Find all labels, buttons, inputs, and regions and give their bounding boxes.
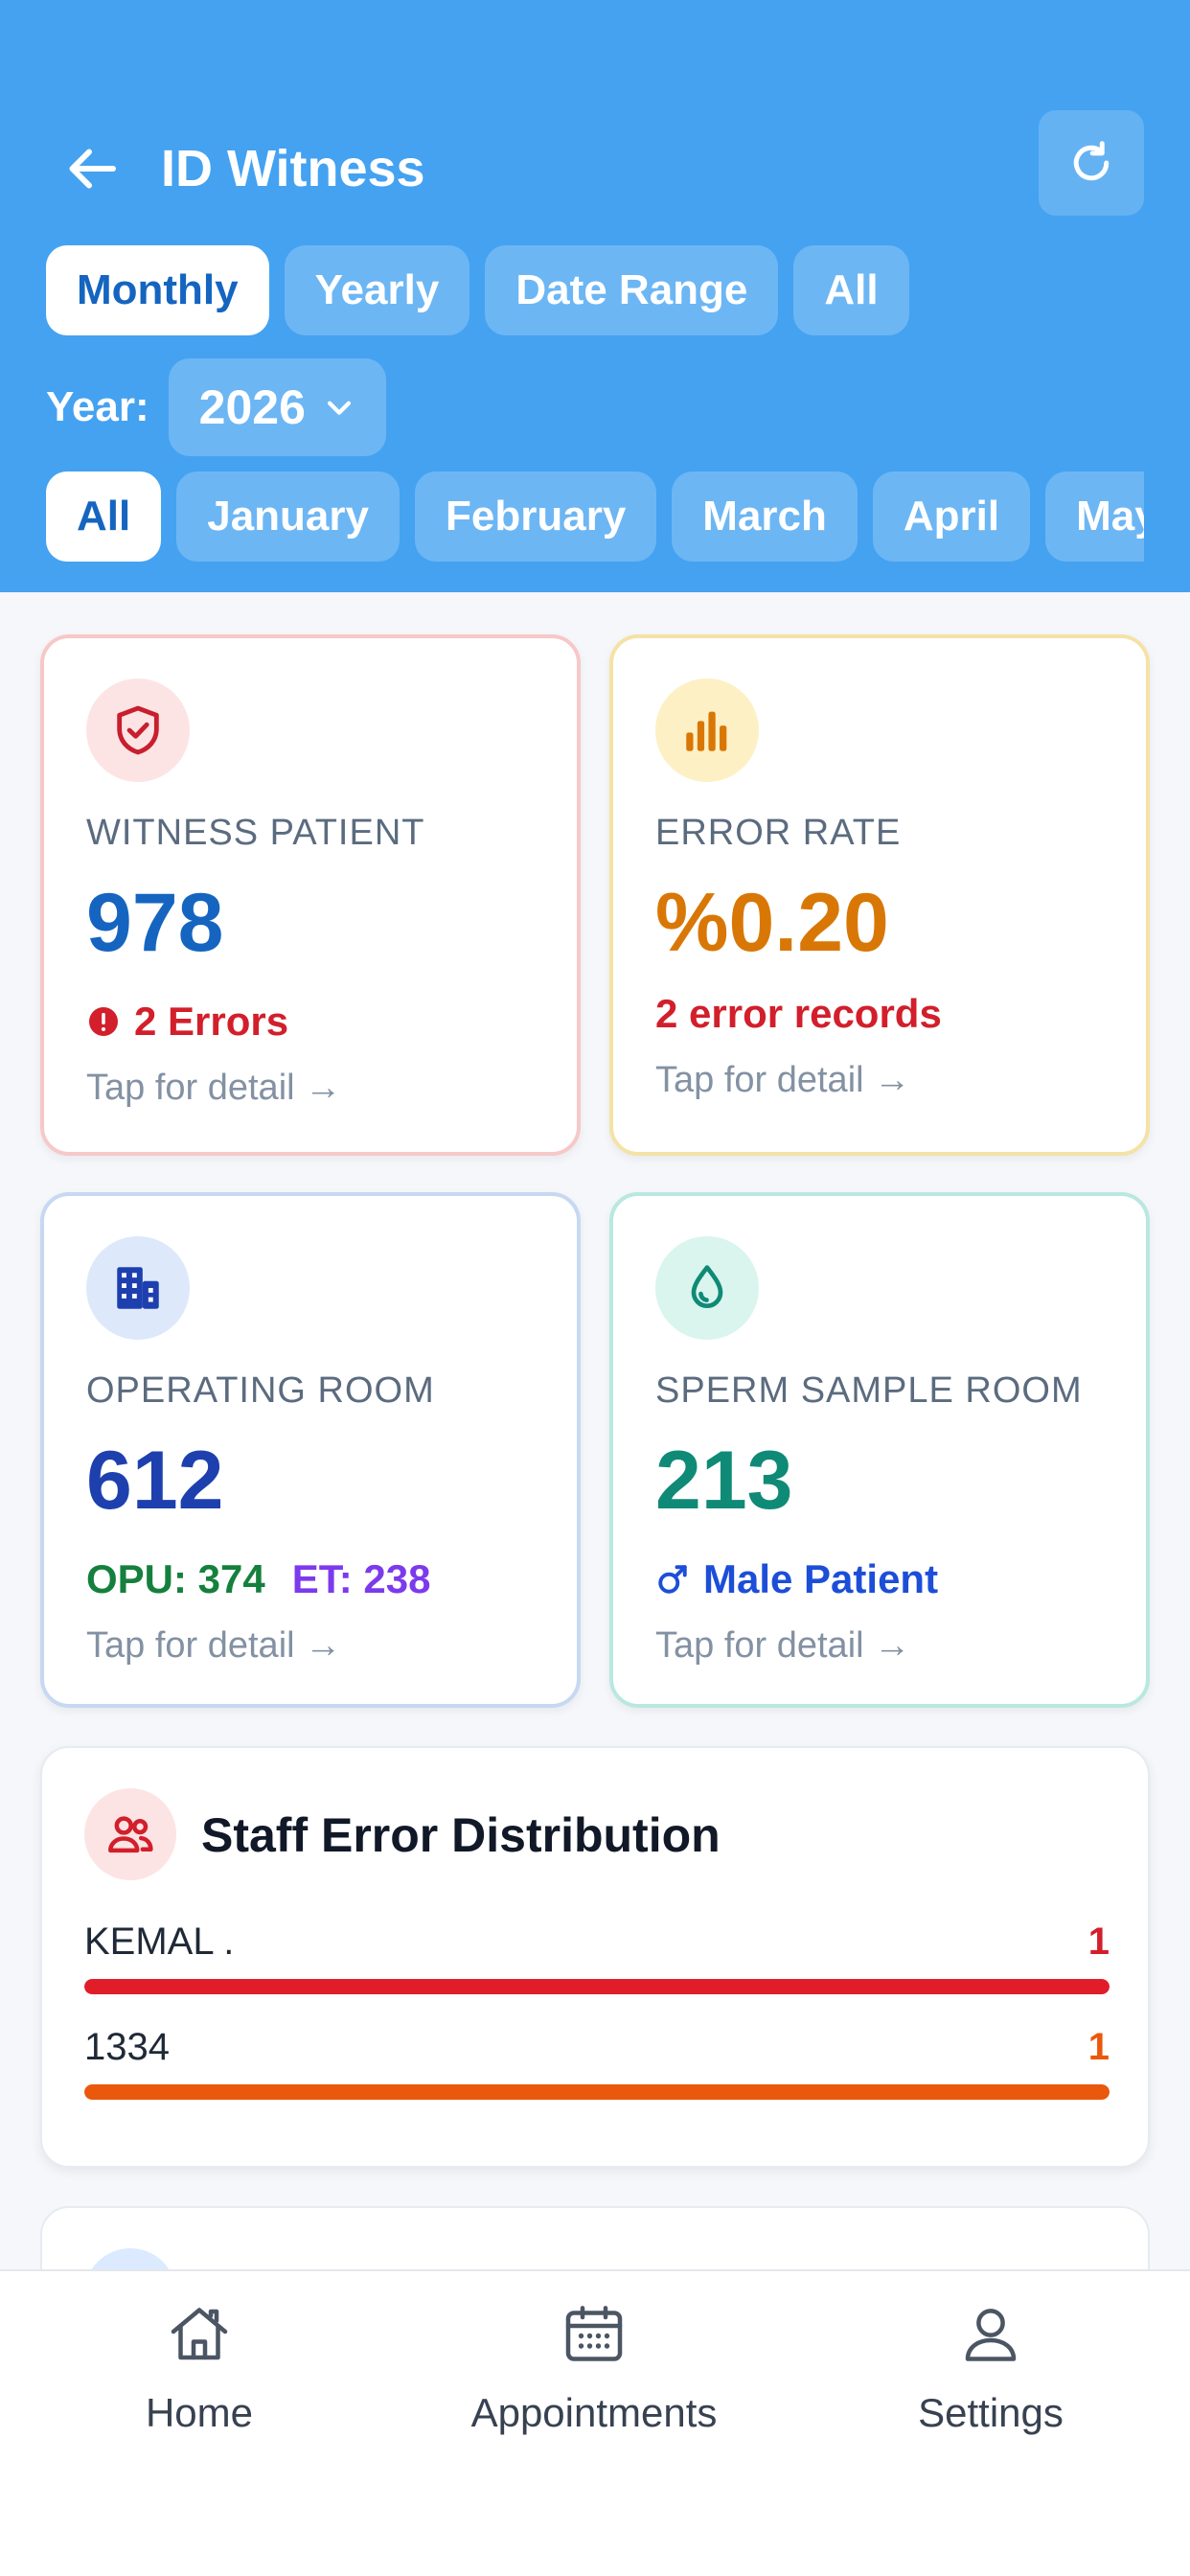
staff-error-bar: [84, 1979, 1110, 1994]
sperm-room-tap-hint: Tap for detail →: [655, 1625, 911, 1666]
month-tab-january[interactable]: January: [176, 472, 400, 562]
tab-monthly[interactable]: Monthly: [46, 245, 269, 335]
nav-settings-label: Settings: [918, 2390, 1064, 2435]
year-value: 2026: [198, 380, 306, 434]
staff-error-bar-track: [84, 1979, 1110, 1994]
year-label: Year:: [46, 383, 149, 430]
operating-room-icon-badge: [86, 1236, 190, 1340]
app-header: ID Witness Monthly Yearly Date Range All…: [0, 0, 1190, 592]
witness-patient-card[interactable]: WITNESS PATIENT 978 2 Errors Tap for det…: [40, 634, 581, 1156]
month-tab-february[interactable]: February: [415, 472, 657, 562]
male-patient-text: Male Patient: [703, 1556, 939, 1601]
staff-error-distribution-card: Staff Error Distribution KEMAL . 1 1334 …: [40, 1746, 1150, 2168]
opu-count: OPU: 374: [86, 1556, 265, 1601]
month-tab-march[interactable]: March: [672, 472, 858, 562]
chevron-down-icon: [327, 401, 351, 415]
sperm-room-icon-badge: [655, 1236, 759, 1340]
building-icon: [117, 1267, 159, 1309]
refresh-icon: [1073, 141, 1110, 181]
droplet-icon: [691, 1265, 723, 1308]
shield-check-icon: [117, 705, 159, 755]
nav-appointments-label: Appointments: [470, 2390, 718, 2435]
male-patient-tag: Male Patient: [655, 1556, 938, 1602]
month-tab-may[interactable]: May: [1045, 472, 1144, 562]
nav-home-label: Home: [145, 2390, 254, 2435]
month-tab-all[interactable]: All: [46, 472, 162, 562]
staff-error-row: KEMAL . 1: [84, 1920, 1110, 1994]
operating-room-tap-hint: Tap for detail →: [86, 1625, 342, 1666]
error-rate-tap-hint: Tap for detail →: [655, 1060, 911, 1100]
alert-circle-icon: [89, 1007, 118, 1036]
month-tabs-scroller[interactable]: All January February March April May: [46, 472, 1144, 567]
staff-error-count: 1: [1087, 2026, 1110, 2068]
year-dropdown[interactable]: 2026: [168, 358, 386, 456]
nav-home[interactable]: Home: [36, 2296, 362, 2436]
witness-value: 978: [86, 877, 224, 969]
staff-error-bar-track: [84, 2084, 1110, 2100]
nav-settings[interactable]: Settings: [828, 2296, 1154, 2436]
witness-errors: 2 Errors: [86, 999, 288, 1045]
operating-room-breakdown: OPU: 374 ET: 238: [86, 1556, 431, 1602]
et-count: ET: 238: [291, 1556, 431, 1601]
error-records: 2 error records: [655, 991, 942, 1037]
period-tabs: Monthly Yearly Date Range All: [46, 245, 909, 335]
refresh-button[interactable]: [1039, 110, 1144, 216]
calendar-icon: [556, 2296, 632, 2373]
staff-error-title: Staff Error Distribution: [201, 1808, 721, 1862]
page-title: ID Witness: [161, 140, 425, 197]
year-row: Year: 2026: [46, 358, 386, 456]
arrow-left-icon: [69, 149, 116, 189]
witness-tap-hint: Tap for detail →: [86, 1068, 342, 1108]
users-icon: [108, 1816, 153, 1853]
back-button[interactable]: [59, 134, 128, 203]
bar-chart-icon: [686, 711, 727, 751]
operating-room-label: OPERATING ROOM: [86, 1370, 435, 1411]
sperm-room-value: 213: [655, 1435, 793, 1527]
tab-date-range[interactable]: Date Range: [485, 245, 779, 335]
sperm-room-label: SPERM SAMPLE ROOM: [655, 1370, 1083, 1411]
tab-all[interactable]: All: [793, 245, 909, 335]
error-rate-value: %0.20: [655, 877, 889, 969]
error-records-text: 2 error records: [655, 991, 942, 1036]
staff-name: KEMAL .: [84, 1920, 235, 1963]
operating-room-value: 612: [86, 1435, 224, 1527]
error-rate-icon-badge: [655, 678, 759, 782]
error-rate-card[interactable]: ERROR RATE %0.20 2 error records Tap for…: [609, 634, 1150, 1156]
witness-errors-text: 2 Errors: [134, 999, 289, 1044]
sperm-sample-room-card[interactable]: SPERM SAMPLE ROOM 213 Male Patient Tap f…: [609, 1192, 1150, 1708]
home-icon: [161, 2296, 238, 2373]
tab-yearly[interactable]: Yearly: [284, 245, 470, 335]
staff-error-bar: [84, 2084, 1110, 2100]
staff-error-count: 1: [1087, 1920, 1110, 1963]
staff-icon-badge: [84, 1788, 176, 1880]
male-symbol-icon: [658, 1565, 687, 1594]
operating-room-card[interactable]: OPERATING ROOM 612 OPU: 374 ET: 238 Tap …: [40, 1192, 581, 1708]
staff-name: 1334: [84, 2026, 170, 2068]
staff-error-row: 1334 1: [84, 2026, 1110, 2100]
user-icon: [952, 2296, 1029, 2373]
bottom-navigation: Home Appointments Settings: [0, 2269, 1190, 2576]
nav-appointments[interactable]: Appointments: [431, 2296, 757, 2436]
witness-icon-badge: [86, 678, 190, 782]
month-tab-april[interactable]: April: [872, 472, 1031, 562]
witness-label: WITNESS PATIENT: [86, 813, 425, 853]
error-rate-label: ERROR RATE: [655, 813, 902, 853]
